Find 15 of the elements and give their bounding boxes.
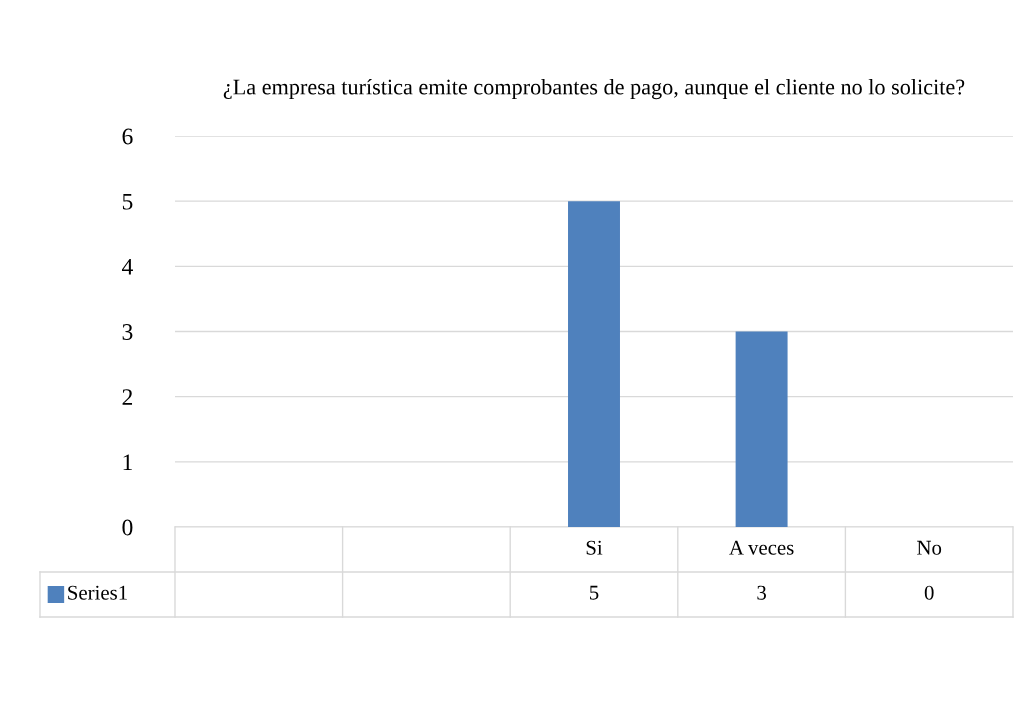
y-tick-label: 1 — [123, 454, 132, 471]
y-tick-label: 4 — [121, 258, 133, 275]
y-tick-label: 6 — [122, 128, 133, 145]
data-label: 5 — [590, 585, 599, 600]
x-tick-label: Si — [586, 540, 603, 555]
chart-title: ¿La empresa turística emite comprobantes de pago, aunque el cliente no lo solicite? — [223, 78, 965, 100]
data-label: 0 — [924, 585, 934, 600]
y-tick-label: 5 — [122, 193, 133, 210]
data-label: 3 — [757, 585, 766, 600]
y-tick-label: 0 — [122, 519, 133, 536]
legend-label: Series1 — [68, 585, 127, 600]
x-tick-label: A veces — [729, 540, 794, 555]
y-tick-label: 2 — [122, 389, 133, 405]
x-tick-label: No — [917, 540, 942, 555]
y-tick-label: 3 — [122, 324, 133, 340]
